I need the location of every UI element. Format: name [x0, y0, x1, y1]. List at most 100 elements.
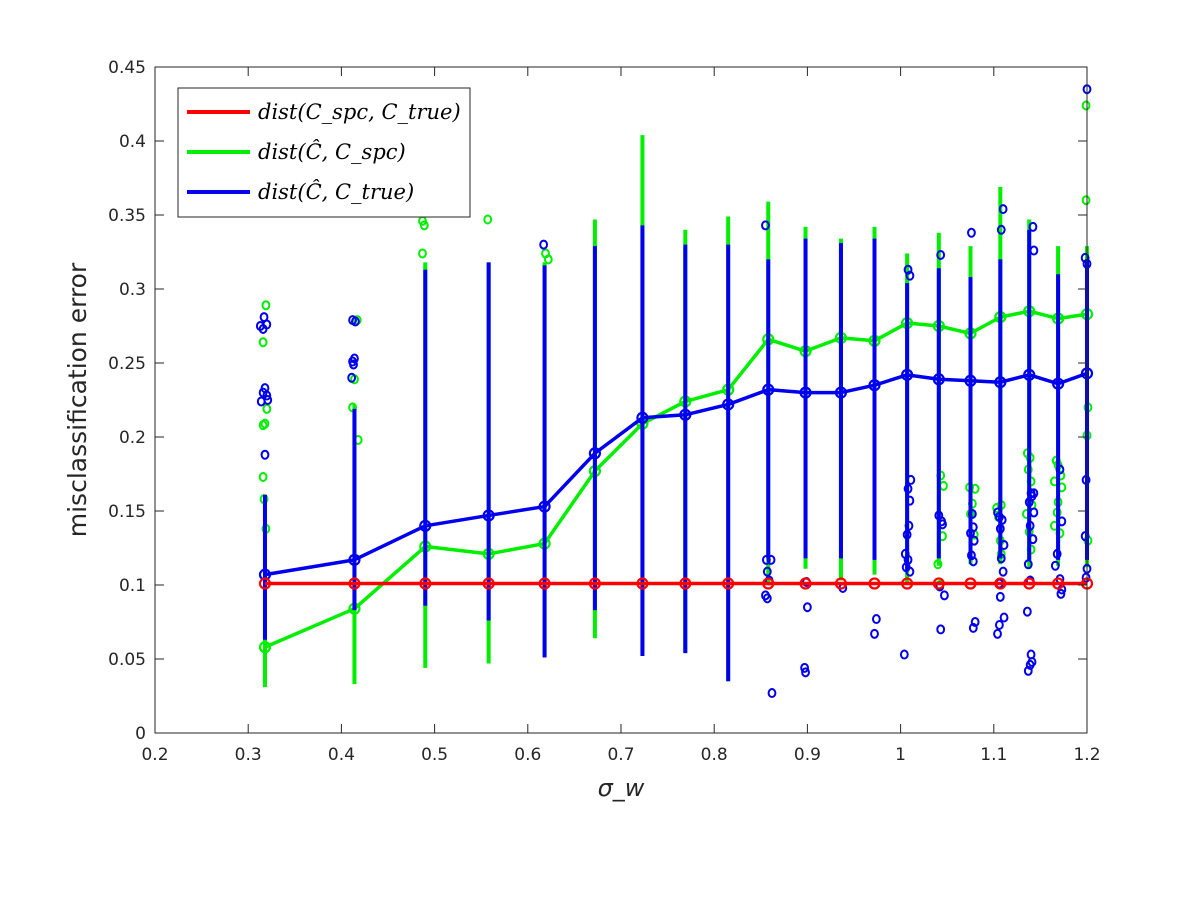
y-tick-label-3: 0.15	[108, 502, 146, 522]
x-tick-label-0: 0.2	[141, 745, 168, 765]
outlier-2-8	[263, 395, 273, 405]
outlier-2-59	[968, 622, 978, 633]
point-0-7	[679, 577, 692, 590]
outlier-2-24	[767, 688, 777, 699]
outlier-2-73	[993, 628, 1002, 639]
outlier-2-100	[1081, 474, 1091, 485]
outlier-2-65	[995, 523, 1005, 534]
point-2-10	[799, 386, 812, 399]
outlier-2-19	[766, 554, 776, 565]
point-2-15	[964, 374, 977, 387]
outlier-2-74	[1028, 221, 1038, 232]
point-0-18	[1052, 577, 1065, 590]
outlier-2-70	[995, 591, 1005, 602]
outlier-2-49	[940, 590, 949, 601]
outlier-2-79	[1024, 497, 1034, 508]
point-2-0	[258, 568, 272, 581]
x-tick-label-3: 0.5	[421, 745, 448, 765]
y-tick-label-0: 0	[135, 724, 146, 744]
point-2-5	[588, 447, 602, 460]
outlier-2-26	[803, 602, 812, 613]
outlier-2-17	[761, 220, 770, 231]
outlier-2-23	[762, 593, 772, 604]
outlier-2-96	[1056, 588, 1066, 599]
legend-label-red: dist(C_spc, C_true)	[258, 100, 461, 124]
outlier-2-56	[967, 550, 976, 561]
outlier-1-0	[261, 300, 271, 311]
outlier-1-1	[258, 337, 268, 348]
tick-labels: 0.2 0.3 0.4 0.5 0.6 0.7 0.8 0.9 1 1.1 1.2 0 0.05 0.1 0…	[108, 58, 1100, 765]
outlier-2-75	[1029, 245, 1039, 256]
outlier-2-3	[258, 323, 268, 334]
point-0-17	[1023, 577, 1036, 590]
outlier-2-61	[996, 224, 1006, 235]
outlier-2-58	[970, 617, 980, 627]
outlier-2-15	[347, 372, 357, 383]
point-2-3	[482, 509, 495, 522]
point-2-4	[538, 500, 551, 513]
y-tick-label-2: 0.1	[119, 576, 146, 596]
point-0-10	[799, 577, 812, 590]
point-0-15	[964, 577, 977, 590]
outlier-2-27	[800, 662, 810, 673]
x-axis-title: σ_w	[598, 774, 645, 802]
outlier-2-9	[260, 449, 270, 460]
outlier-1-14	[418, 248, 427, 259]
outlier-2-32	[903, 264, 913, 275]
outlier-2-42	[905, 566, 915, 577]
outlier-2-80	[1029, 507, 1039, 518]
point-0-16	[994, 577, 1007, 590]
x-tick-label-9: 1.1	[980, 745, 1007, 765]
y-tick-label-4: 0.2	[119, 428, 146, 448]
outlier-2-6	[262, 390, 272, 401]
outlier-2-57	[968, 556, 978, 567]
outlier-2-66	[999, 540, 1009, 551]
outlier-2-85	[1022, 606, 1032, 617]
point-0-1	[348, 577, 361, 590]
y-tick-label-7: 0.35	[108, 206, 146, 226]
x-tick-label-10: 1.2	[1073, 745, 1100, 765]
outlier-2-91	[1057, 516, 1067, 527]
point-0-4	[538, 577, 551, 590]
y-tick-label-1: 0.05	[108, 650, 146, 670]
x-tick-label-6: 0.8	[701, 745, 728, 765]
outlier-2-43	[899, 649, 909, 660]
outlier-2-35	[903, 483, 913, 494]
outlier-2-44	[936, 249, 946, 260]
outlier-2-50	[936, 624, 946, 635]
outlier-2-93	[1050, 560, 1060, 571]
outlier-2-28	[801, 667, 810, 678]
outlier-2-54	[966, 528, 975, 539]
point-2-13	[901, 368, 914, 381]
outlier-2-11	[350, 316, 360, 327]
point-2-1	[348, 553, 361, 566]
outlier-2-51	[967, 227, 976, 238]
outlier-1-13	[419, 220, 429, 231]
outlier-2-52	[967, 508, 977, 519]
point-2-12	[868, 379, 881, 392]
point-0-6	[636, 577, 649, 590]
y-axis-title: misclassification error	[63, 262, 92, 537]
outlier-2-71	[999, 612, 1009, 623]
x-tick-label-1: 0.3	[235, 745, 262, 765]
outlier-2-98	[1080, 252, 1090, 263]
legend: dist(C_spc, C_true) dist(Ĉ, C_spc) dist(…	[177, 87, 471, 218]
outlier-2-31	[870, 628, 879, 639]
point-0-0	[258, 577, 272, 590]
y-tick-label-8: 0.4	[119, 132, 146, 152]
outlier-1-5	[258, 471, 268, 482]
y-tick-label-6: 0.3	[119, 280, 146, 300]
outlier-2-60	[998, 204, 1008, 215]
point-0-11	[834, 577, 848, 590]
outlier-1-21	[933, 559, 943, 570]
outlier-2-103	[1081, 572, 1091, 583]
outlier-2-64	[997, 514, 1007, 525]
outlier-2-101	[1080, 531, 1090, 542]
outlier-2-47	[938, 519, 947, 530]
x-tick-label-2: 0.4	[328, 745, 355, 765]
outlier-2-30	[871, 614, 881, 625]
outlier-2-89	[1023, 665, 1033, 676]
outlier-2-55	[969, 535, 979, 546]
outlier-1-4	[258, 420, 268, 431]
